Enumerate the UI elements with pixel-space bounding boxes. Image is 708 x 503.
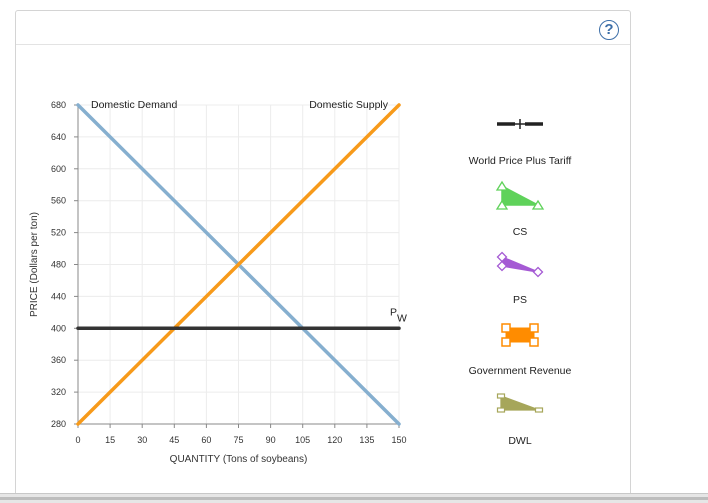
x-tick-label: 90 [266, 435, 276, 445]
help-button[interactable]: ? [599, 20, 619, 40]
x-tick-label: 75 [233, 435, 243, 445]
diamond-vertex-icon [532, 266, 544, 278]
square-vertex-icon [496, 407, 506, 413]
y-tick-label: 640 [51, 132, 66, 142]
legend-label: World Price Plus Tariff [469, 155, 572, 167]
triangle-icon [500, 395, 540, 411]
x-tick-label: 15 [105, 435, 115, 445]
chart-legend[interactable]: World Price Plus Tariff CS PS Government Re… [469, 119, 572, 447]
legend-item[interactable]: DWL [496, 393, 544, 447]
x-tick-label: 105 [295, 435, 310, 445]
panel-header-divider [16, 44, 630, 45]
legend-item[interactable]: Government Revenue [469, 323, 572, 377]
world-price-subscript: W [397, 312, 407, 324]
triangle-vertex-icon [495, 199, 509, 210]
x-tick-label: 0 [75, 435, 80, 445]
y-tick-label: 440 [51, 291, 66, 301]
horizontal-scrollbar[interactable] [0, 493, 708, 503]
y-tick-label: 560 [51, 196, 66, 206]
x-tick-label: 135 [359, 435, 374, 445]
supply-curve-label: Domestic Supply [309, 99, 389, 111]
y-tick-label: 400 [51, 323, 66, 333]
scrollbar-thumb[interactable] [0, 497, 708, 500]
world-price-label: P [390, 306, 397, 318]
x-axis-title: QUANTITY (Tons of soybeans) [170, 454, 308, 465]
legend-label: PS [513, 294, 527, 306]
x-tick-label: 120 [327, 435, 342, 445]
chart-series[interactable] [76, 103, 401, 426]
y-tick-label: 520 [51, 228, 66, 238]
chart-axes: 280 320 360 400 440 480 520 560 600 640 680 0 15 30 45… [29, 100, 407, 465]
x-tick-label: 30 [137, 435, 147, 445]
graph-panel: ? [15, 10, 631, 500]
square-vertex-icon [501, 337, 511, 347]
chart-labels: Domestic Demand Domestic Supply P W [91, 99, 407, 324]
legend-label: DWL [508, 435, 531, 447]
y-tick-label: 360 [51, 355, 66, 365]
supply-curve[interactable] [76, 103, 401, 426]
cross-icon [515, 119, 525, 129]
rectangle-icon [505, 327, 535, 343]
y-tick-label: 600 [51, 164, 66, 174]
square-vertex-icon [496, 393, 506, 399]
legend-label: CS [513, 226, 528, 238]
x-tick-label: 150 [391, 435, 406, 445]
x-tick-label: 45 [169, 435, 179, 445]
y-tick-label: 320 [51, 387, 66, 397]
triangle-icon [501, 255, 539, 273]
square-vertex-icon [501, 323, 511, 333]
legend-item[interactable]: PS [496, 251, 544, 307]
x-tick-label: 60 [201, 435, 211, 445]
triangle-vertex-icon [495, 180, 509, 191]
triangle-vertex-icon [531, 199, 545, 210]
square-vertex-icon [529, 323, 539, 333]
diamond-vertex-icon [496, 260, 508, 272]
demand-curve-label: Domestic Demand [91, 99, 178, 111]
y-axis-title: PRICE (Dollars per ton) [29, 212, 40, 317]
legend-label: Government Revenue [469, 365, 572, 377]
legend-item[interactable]: World Price Plus Tariff [469, 119, 572, 167]
y-tick-label: 280 [51, 419, 66, 429]
y-tick-label: 480 [51, 260, 66, 270]
square-vertex-icon [529, 337, 539, 347]
legend-item[interactable]: CS [495, 180, 545, 238]
square-vertex-icon [534, 407, 544, 413]
y-tick-label: 680 [51, 100, 66, 110]
triangle-icon [501, 184, 539, 206]
